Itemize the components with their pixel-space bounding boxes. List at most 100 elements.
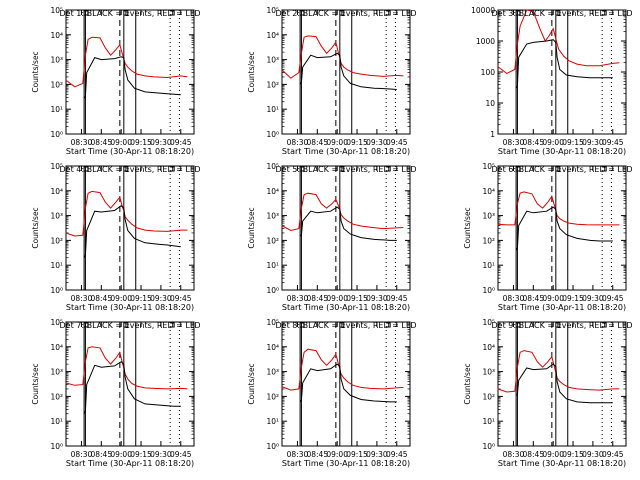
panel-title: Det 6: BLACK = Events, RED = LLD: [492, 165, 633, 174]
plot-frame: [281, 9, 411, 135]
x-axis-label: Start Time (30-Apr-11 08:18:20): [498, 303, 626, 312]
y-tick-label: 10⁵: [50, 162, 63, 171]
x-tick-label: 09:45: [170, 450, 192, 459]
panel-title: Det 2: BLACK = Events, RED = LLD: [276, 9, 417, 18]
panel-det-4: 10⁰10¹10²10³10⁴10⁵08:3008:4509:0009:1509…: [31, 162, 200, 312]
y-tick-label: 10¹: [482, 417, 495, 426]
x-tick-label: 08:30: [71, 294, 93, 303]
top-bracket-marker-1: [123, 166, 129, 172]
y-axis-label: Counts/sec: [247, 51, 256, 92]
x-tick-label: 09:45: [602, 450, 624, 459]
y-tick-label: 10⁰: [266, 286, 279, 295]
y-tick-label: 10¹: [50, 417, 63, 426]
y-tick-label: 10⁰: [50, 130, 63, 139]
top-bracket-marker-2: [386, 322, 391, 328]
x-tick-label: 09:30: [582, 138, 604, 147]
y-tick-label: 10⁰: [266, 130, 279, 139]
y-tick-label: 10⁰: [50, 286, 63, 295]
y-tick-label: 10²: [50, 236, 63, 245]
panel-det-7: 10⁰10¹10²10³10⁴10⁵08:3008:4509:0009:1509…: [31, 318, 200, 468]
top-bracket-marker-0: [300, 322, 305, 328]
y-tick-label: 10³: [50, 212, 63, 221]
y-tick-label: 10⁰: [482, 442, 495, 451]
top-bracket-marker-1: [555, 166, 561, 172]
y-tick-label: 10⁵: [50, 6, 63, 15]
x-tick-label: 09:45: [602, 294, 624, 303]
series-line-events: [515, 363, 613, 404]
y-axis-label: Counts/sec: [463, 207, 472, 248]
y-tick-label: 10³: [50, 368, 63, 377]
x-axis-label: Start Time (30-Apr-11 08:18:20): [282, 459, 410, 468]
x-tick-label: 08:45: [522, 450, 544, 459]
x-tick-label: 08:45: [522, 138, 544, 147]
top-bracket-marker-2: [602, 10, 607, 16]
y-tick-label: 10⁵: [482, 162, 495, 171]
series-line-events: [299, 363, 397, 403]
panel-title: Det 8: BLACK = Events, RED = LLD: [276, 321, 417, 330]
x-tick-label: 08:45: [306, 138, 328, 147]
y-tick-label: 10³: [482, 368, 495, 377]
y-tick-label: 10⁵: [266, 6, 279, 15]
series-line-events: [83, 56, 181, 99]
x-tick-label: 09:30: [582, 294, 604, 303]
series-line-events: [299, 206, 397, 241]
x-tick-label: 08:45: [90, 450, 112, 459]
y-tick-label: 10000: [471, 6, 495, 15]
plot-frame: [65, 321, 195, 447]
plot-frame: [281, 165, 411, 291]
y-tick-label: 1: [490, 130, 495, 139]
x-tick-label: 08:30: [503, 294, 525, 303]
series-line-lld: [281, 192, 404, 232]
series-line-events: [299, 52, 397, 90]
x-tick-label: 09:00: [110, 450, 132, 459]
x-tick-label: 08:45: [90, 138, 112, 147]
y-tick-label: 10¹: [482, 261, 495, 270]
top-bracket-marker-1: [555, 10, 561, 16]
plot-frame: [497, 165, 627, 291]
y-tick-label: 10²: [50, 80, 63, 89]
x-tick-label: 09:15: [346, 450, 368, 459]
top-bracket-marker-0: [84, 322, 89, 328]
x-tick-label: 08:45: [306, 450, 328, 459]
y-tick-label: 10²: [266, 236, 279, 245]
x-tick-label: 08:45: [306, 294, 328, 303]
y-tick-label: 10¹: [266, 105, 279, 114]
y-tick-label: 10³: [50, 56, 63, 65]
y-axis-label: Counts/sec: [247, 363, 256, 404]
top-bracket-marker-2: [170, 322, 175, 328]
y-tick-label: 10: [485, 99, 495, 108]
x-tick-label: 09:15: [562, 294, 584, 303]
series-line-events: [515, 39, 613, 89]
x-tick-label: 09:30: [366, 450, 388, 459]
x-tick-label: 09:00: [542, 138, 564, 147]
y-tick-label: 10⁴: [482, 343, 495, 352]
x-tick-label: 08:30: [71, 450, 93, 459]
series-line-lld: [65, 36, 188, 88]
x-axis-label: Start Time (30-Apr-11 08:18:20): [498, 147, 626, 156]
top-bracket-marker-0: [84, 10, 89, 16]
panel-title: Det 9: BLACK = Events, RED = LLD: [492, 321, 633, 330]
x-axis-label: Start Time (30-Apr-11 08:18:20): [66, 459, 194, 468]
y-tick-label: 10⁴: [50, 343, 63, 352]
y-tick-label: 10⁴: [266, 187, 279, 196]
y-tick-label: 10²: [50, 392, 63, 401]
y-tick-label: 10⁴: [266, 31, 279, 40]
y-tick-label: 10¹: [50, 105, 63, 114]
top-bracket-marker-2: [170, 10, 175, 16]
y-axis-label: Counts/sec: [31, 363, 40, 404]
y-tick-label: 10³: [266, 368, 279, 377]
panel-det-6: 10⁰10¹10²10³10⁴10⁵08:3008:4509:0009:1509…: [463, 162, 632, 312]
y-tick-label: 10⁴: [266, 343, 279, 352]
x-tick-label: 09:15: [346, 138, 368, 147]
x-tick-label: 09:45: [386, 294, 408, 303]
x-tick-label: 09:15: [130, 294, 152, 303]
series-line-lld: [65, 190, 188, 237]
y-tick-label: 10⁰: [482, 286, 495, 295]
x-tick-label: 08:30: [503, 138, 525, 147]
y-tick-label: 10¹: [50, 261, 63, 270]
y-axis-label: Counts/sec: [31, 51, 40, 92]
y-tick-label: 100: [481, 68, 496, 77]
top-bracket-marker-0: [84, 166, 89, 172]
top-bracket-marker-0: [516, 322, 521, 328]
